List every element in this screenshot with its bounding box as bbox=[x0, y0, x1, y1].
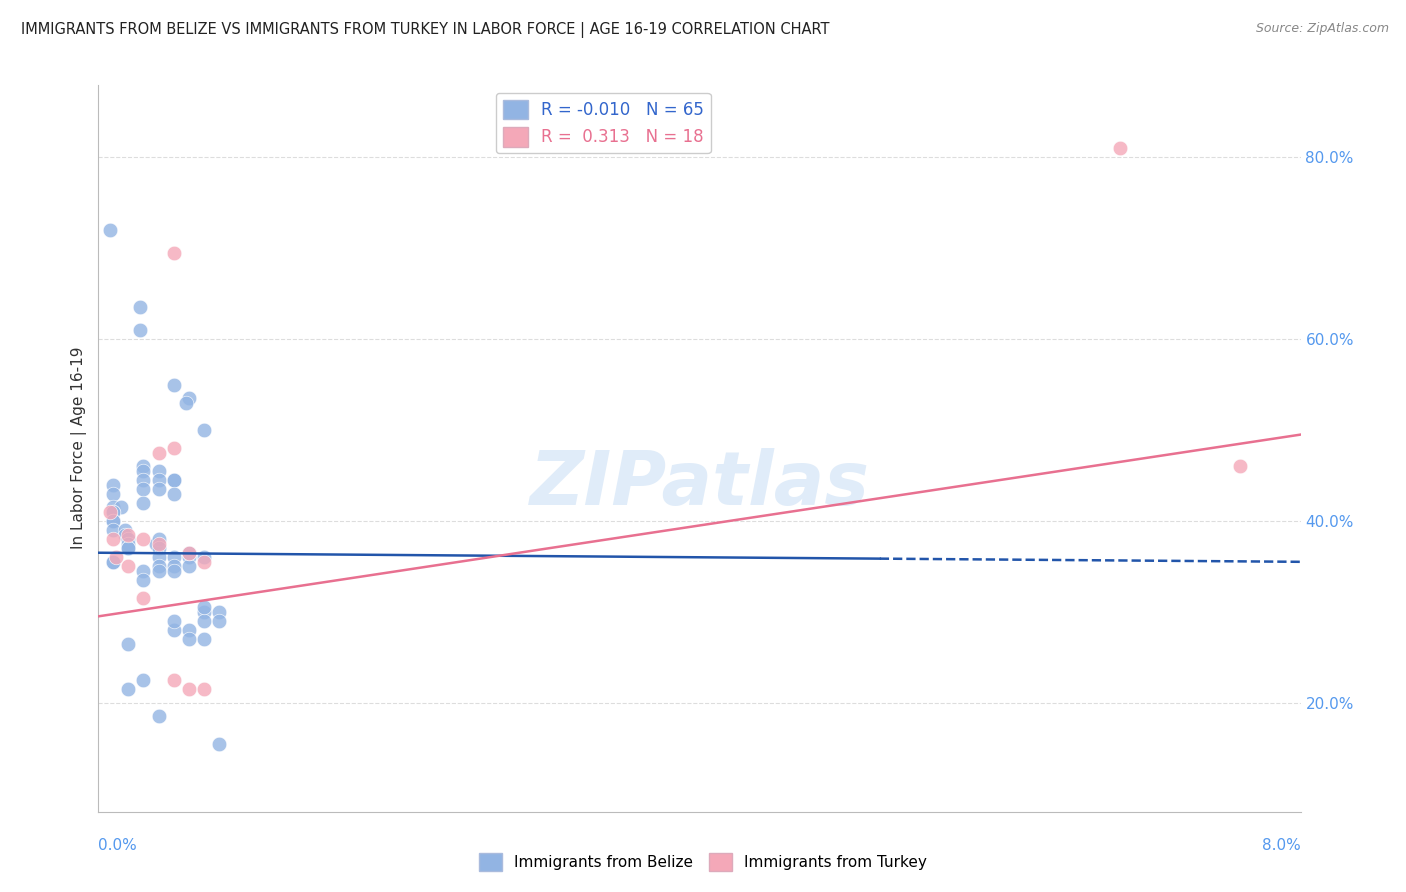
Point bbox=[162, 559, 184, 574]
Point bbox=[208, 605, 231, 619]
Point bbox=[193, 550, 215, 565]
Point bbox=[132, 673, 155, 687]
Point bbox=[145, 536, 167, 550]
Point bbox=[117, 681, 139, 696]
Point bbox=[103, 555, 125, 569]
Point bbox=[208, 614, 231, 628]
Point bbox=[103, 514, 125, 528]
Point bbox=[148, 532, 170, 546]
Point bbox=[193, 423, 215, 437]
Point bbox=[117, 559, 139, 574]
Text: ZIPatlas: ZIPatlas bbox=[530, 448, 869, 521]
Point bbox=[162, 473, 184, 487]
Point bbox=[193, 632, 215, 646]
Point bbox=[132, 573, 155, 587]
Point bbox=[103, 532, 125, 546]
Point bbox=[103, 500, 125, 515]
Point bbox=[148, 473, 170, 487]
Point bbox=[177, 546, 200, 560]
Point bbox=[193, 681, 215, 696]
Point bbox=[114, 527, 136, 541]
Point bbox=[103, 505, 125, 519]
Point bbox=[162, 442, 184, 456]
Point bbox=[100, 223, 122, 237]
Point bbox=[162, 673, 184, 687]
Point bbox=[162, 377, 184, 392]
Point bbox=[162, 623, 184, 637]
Point bbox=[193, 605, 215, 619]
Point bbox=[148, 482, 170, 496]
Point bbox=[177, 391, 200, 405]
Point bbox=[117, 532, 139, 546]
Point bbox=[132, 532, 155, 546]
Point bbox=[1109, 141, 1132, 155]
Point bbox=[148, 446, 170, 460]
Point bbox=[193, 555, 215, 569]
Point bbox=[132, 459, 155, 474]
Point bbox=[117, 541, 139, 556]
Point bbox=[148, 541, 170, 556]
Point bbox=[103, 477, 125, 491]
Point bbox=[117, 541, 139, 556]
Point bbox=[193, 600, 215, 615]
Point bbox=[105, 550, 128, 565]
Point bbox=[148, 550, 170, 565]
Point bbox=[177, 681, 200, 696]
Point bbox=[103, 486, 125, 500]
Point bbox=[110, 500, 132, 515]
Point bbox=[177, 550, 200, 565]
Text: Source: ZipAtlas.com: Source: ZipAtlas.com bbox=[1256, 22, 1389, 36]
Point bbox=[162, 486, 184, 500]
Point bbox=[148, 464, 170, 478]
Point bbox=[148, 536, 170, 550]
Point bbox=[103, 555, 125, 569]
Point bbox=[132, 473, 155, 487]
Point bbox=[132, 591, 155, 606]
Point bbox=[114, 523, 136, 537]
Point bbox=[1229, 459, 1251, 474]
Point bbox=[177, 632, 200, 646]
Point bbox=[103, 505, 125, 519]
Point bbox=[162, 550, 184, 565]
Point bbox=[162, 245, 184, 260]
Point bbox=[177, 546, 200, 560]
Point bbox=[162, 614, 184, 628]
Point bbox=[129, 301, 152, 315]
Point bbox=[100, 505, 122, 519]
Point bbox=[174, 396, 197, 410]
Legend: R = -0.010   N = 65, R =  0.313   N = 18: R = -0.010 N = 65, R = 0.313 N = 18 bbox=[496, 93, 710, 153]
Point bbox=[148, 564, 170, 578]
Point bbox=[177, 559, 200, 574]
Text: 8.0%: 8.0% bbox=[1261, 838, 1301, 853]
Point bbox=[117, 536, 139, 550]
Point bbox=[103, 514, 125, 528]
Y-axis label: In Labor Force | Age 16-19: In Labor Force | Age 16-19 bbox=[72, 347, 87, 549]
Text: 0.0%: 0.0% bbox=[98, 838, 138, 853]
Legend: Immigrants from Belize, Immigrants from Turkey: Immigrants from Belize, Immigrants from … bbox=[474, 847, 932, 877]
Point bbox=[193, 614, 215, 628]
Point bbox=[162, 564, 184, 578]
Point bbox=[103, 523, 125, 537]
Point bbox=[117, 637, 139, 651]
Point bbox=[117, 527, 139, 541]
Point bbox=[132, 496, 155, 510]
Point bbox=[129, 323, 152, 337]
Point bbox=[208, 737, 231, 751]
Point bbox=[177, 623, 200, 637]
Point bbox=[162, 473, 184, 487]
Point bbox=[148, 559, 170, 574]
Text: IMMIGRANTS FROM BELIZE VS IMMIGRANTS FROM TURKEY IN LABOR FORCE | AGE 16-19 CORR: IMMIGRANTS FROM BELIZE VS IMMIGRANTS FRO… bbox=[21, 22, 830, 38]
Point bbox=[132, 482, 155, 496]
Point bbox=[148, 709, 170, 723]
Point bbox=[132, 464, 155, 478]
Point bbox=[132, 564, 155, 578]
